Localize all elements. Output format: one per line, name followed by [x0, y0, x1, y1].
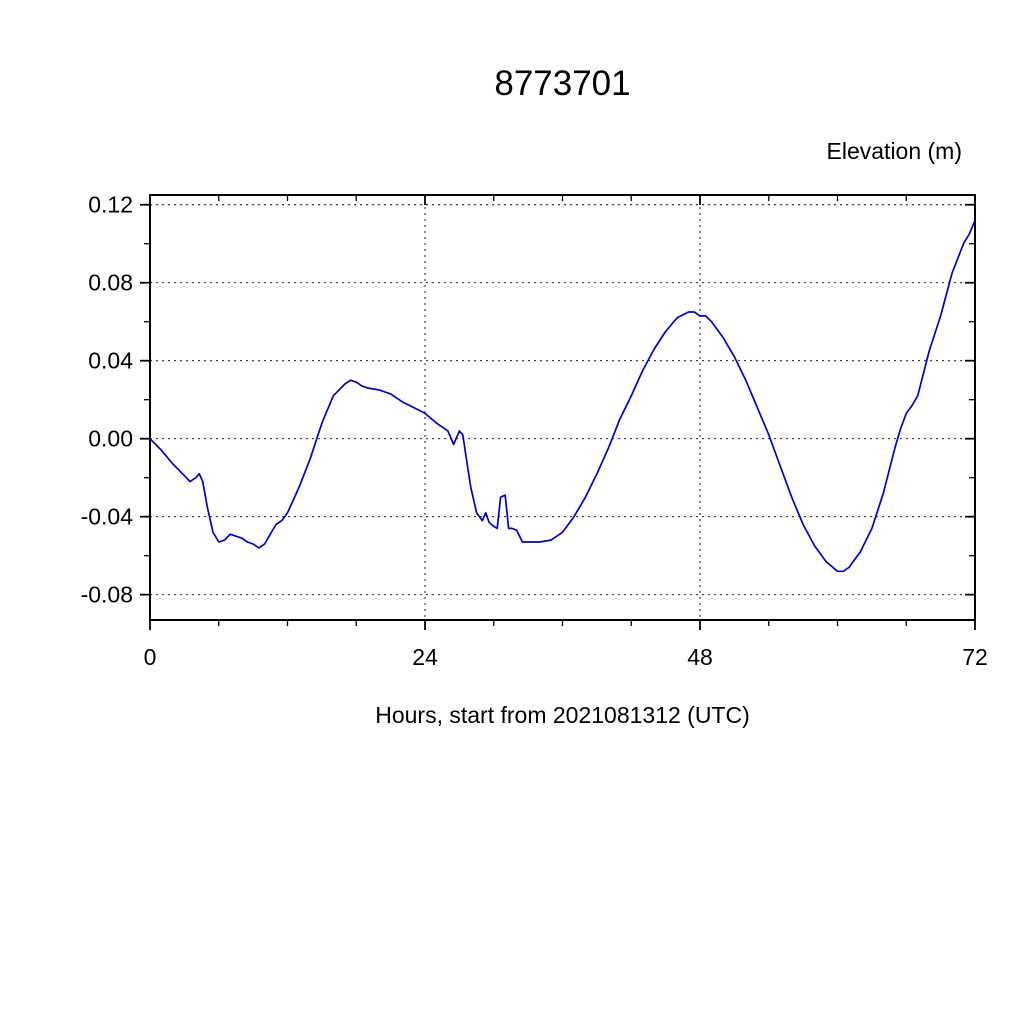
axis-frame	[149, 194, 976, 621]
y-tick-label: 0.04	[88, 348, 133, 374]
y-tick-label: 0.00	[88, 426, 133, 452]
y-tick-label: 0.08	[88, 270, 133, 296]
elevation-series-line	[149, 219, 976, 573]
x-axis-label: Hours, start from 2021081312 (UTC)	[375, 702, 750, 728]
y-tick-label: -0.04	[81, 504, 134, 530]
y-tick-label: -0.08	[81, 582, 133, 608]
x-tick-label: 24	[412, 644, 438, 670]
y-axis-unit-label: Elevation (m)	[826, 138, 962, 164]
x-tick-label: 0	[144, 644, 157, 670]
chart-title: 8773701	[494, 64, 631, 103]
x-tick-label: 72	[962, 644, 988, 670]
y-tick-label: 0.12	[88, 192, 133, 218]
x-tick-label: 48	[687, 644, 713, 670]
